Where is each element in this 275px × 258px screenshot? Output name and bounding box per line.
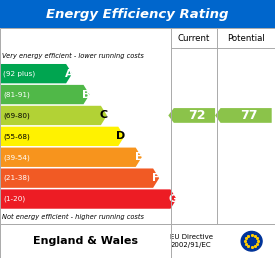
Polygon shape xyxy=(215,108,272,123)
Text: Potential: Potential xyxy=(227,34,265,43)
Text: England & Wales: England & Wales xyxy=(33,236,138,246)
Text: 72: 72 xyxy=(188,109,206,122)
Text: (81-91): (81-91) xyxy=(3,91,30,98)
Text: F: F xyxy=(152,173,160,183)
Text: C: C xyxy=(100,110,108,120)
Bar xyxy=(0,224,275,258)
Polygon shape xyxy=(0,106,107,125)
Bar xyxy=(0,28,275,224)
Text: B: B xyxy=(82,90,90,100)
Text: A: A xyxy=(65,69,73,79)
Circle shape xyxy=(241,231,262,251)
Polygon shape xyxy=(0,127,124,146)
Text: Current: Current xyxy=(178,34,210,43)
Bar xyxy=(0,0,275,28)
Text: Very energy efficient - lower running costs: Very energy efficient - lower running co… xyxy=(2,52,144,59)
Text: Not energy efficient - higher running costs: Not energy efficient - higher running co… xyxy=(2,214,144,220)
Polygon shape xyxy=(0,148,142,167)
Text: Energy Efficiency Rating: Energy Efficiency Rating xyxy=(46,8,229,21)
Text: (69-80): (69-80) xyxy=(3,112,30,119)
Text: G: G xyxy=(169,194,178,204)
Text: (92 plus): (92 plus) xyxy=(3,70,35,77)
Polygon shape xyxy=(0,168,159,188)
Text: D: D xyxy=(116,131,126,141)
Polygon shape xyxy=(0,64,72,83)
Text: (55-68): (55-68) xyxy=(3,133,30,140)
Text: E: E xyxy=(135,152,142,162)
Text: (21-38): (21-38) xyxy=(3,175,30,181)
Text: (39-54): (39-54) xyxy=(3,154,30,160)
Text: 77: 77 xyxy=(240,109,258,122)
Polygon shape xyxy=(0,85,90,104)
Text: (1-20): (1-20) xyxy=(3,196,25,202)
Text: EU Directive
2002/91/EC: EU Directive 2002/91/EC xyxy=(170,234,213,248)
Polygon shape xyxy=(0,189,177,209)
Polygon shape xyxy=(168,108,215,123)
